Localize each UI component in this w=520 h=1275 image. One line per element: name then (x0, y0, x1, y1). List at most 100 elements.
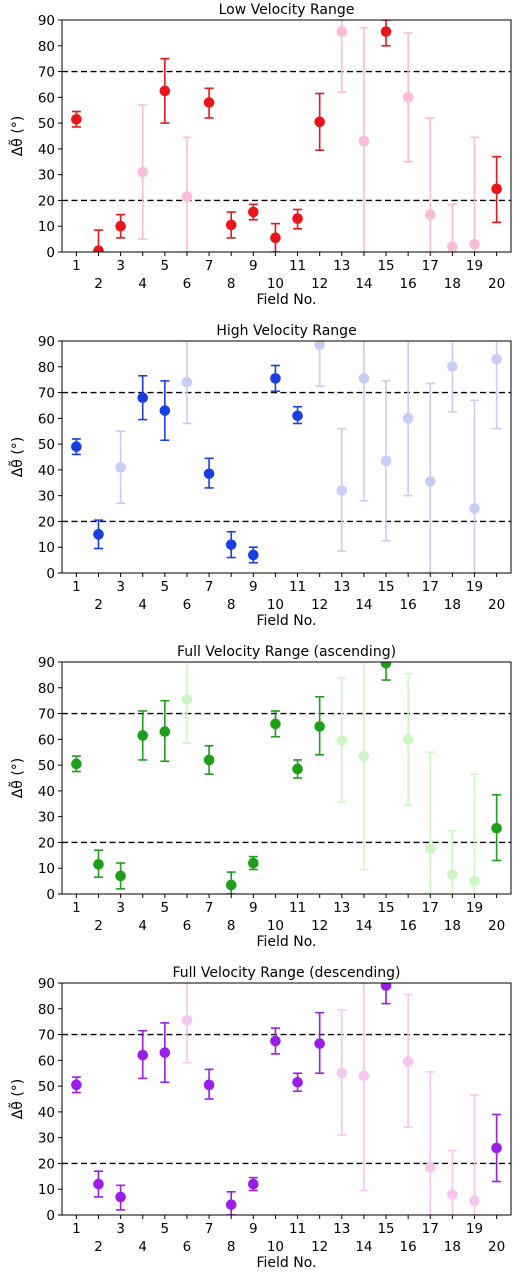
marker (203, 97, 215, 108)
y-tick-label: 80 (38, 1002, 55, 1018)
data-point-8 (225, 1191, 237, 1215)
y-tick-label: 80 (38, 360, 55, 376)
y-tick-label: 10 (38, 540, 55, 556)
data-point-13 (336, 1009, 348, 1136)
y-tick-label: 70 (38, 386, 55, 402)
x-tick-label: 15 (377, 900, 394, 916)
data-point-17 (424, 751, 436, 894)
x-tick-label: 6 (183, 597, 192, 613)
data-points (71, 983, 502, 1215)
marker (248, 1178, 259, 1190)
marker (402, 413, 414, 424)
data-point-9 (248, 855, 259, 871)
x-tick-label: 9 (249, 1221, 258, 1237)
x-tick-label: 15 (377, 579, 394, 595)
x-tick-label: 18 (444, 276, 461, 292)
y-tick-label: 40 (38, 1105, 55, 1121)
data-point-16 (402, 32, 414, 163)
x-tick-label: 10 (267, 597, 284, 613)
marker (181, 376, 193, 388)
x-tick-label: 11 (289, 900, 306, 916)
y-tick-label: 80 (38, 681, 55, 697)
marker (314, 341, 325, 351)
data-point-12 (314, 1011, 325, 1075)
data-point-6 (181, 136, 193, 252)
marker (380, 983, 392, 991)
x-tick-label: 19 (466, 1221, 483, 1237)
y-tick-label: 40 (38, 142, 55, 158)
marker (203, 754, 215, 766)
marker (358, 750, 370, 762)
y-tick-label: 50 (38, 437, 55, 453)
y-tick-label: 0 (46, 245, 55, 261)
y-tick-label: 60 (38, 732, 55, 748)
marker (248, 857, 259, 869)
x-axis-label: Field No. (256, 292, 316, 308)
x-tick-label: 17 (422, 579, 439, 595)
data-point-19 (469, 399, 480, 573)
y-tick-label: 40 (38, 463, 55, 479)
x-tick-label: 5 (161, 1221, 170, 1237)
marker (314, 1038, 325, 1049)
x-tick-label: 17 (422, 258, 439, 274)
data-point-1 (71, 438, 82, 456)
data-point-4 (137, 374, 149, 421)
y-axis-label: Δθ̃ (°) (8, 1079, 26, 1120)
data-point-18 (447, 341, 458, 413)
marker (314, 116, 325, 128)
chart-title: Full Velocity Range (descending) (172, 965, 400, 981)
chart-title: Low Velocity Range (219, 2, 355, 18)
x-tick-label: 16 (400, 276, 417, 292)
marker (447, 1189, 458, 1200)
x-tick-label: 8 (227, 597, 236, 613)
data-point-17 (424, 117, 436, 252)
y-tick-label: 60 (38, 1053, 55, 1069)
data-point-11 (292, 759, 303, 779)
x-tick-label: 18 (444, 918, 461, 934)
data-point-13 (336, 20, 348, 93)
y-tick-label: 10 (38, 1182, 55, 1198)
y-tick-label: 60 (38, 90, 55, 106)
marker (402, 734, 414, 745)
plot-frame (61, 661, 512, 895)
marker (248, 206, 259, 218)
x-tick-label: 16 (400, 1239, 417, 1255)
x-axis-label: Field No. (256, 934, 316, 950)
panel-3: Full Velocity Range (ascending) 0 10 20 30 40… (8, 644, 512, 950)
data-point-7 (203, 744, 215, 775)
marker (380, 455, 392, 467)
panel-1: Low Velocity Range0102030405060708090123… (8, 2, 512, 308)
data-point-11 (292, 208, 303, 230)
marker (491, 183, 502, 195)
data-point-10 (270, 1027, 281, 1055)
x-tick-label: 19 (466, 579, 483, 595)
marker (314, 721, 325, 732)
x-tick-label: 2 (94, 1239, 103, 1255)
marker (447, 361, 458, 373)
marker (491, 1142, 502, 1154)
data-point-5 (159, 380, 171, 442)
data-point-16 (402, 341, 414, 497)
data-point-5 (159, 699, 171, 763)
y-tick-label: 70 (38, 1028, 55, 1044)
chart-title: High Velocity Range (216, 323, 356, 339)
x-tick-label: 17 (422, 900, 439, 916)
data-point-10 (270, 710, 281, 738)
x-tick-label: 20 (488, 276, 505, 292)
x-tick-label: 13 (333, 900, 350, 916)
x-tick-label: 20 (488, 597, 505, 613)
marker (159, 1047, 171, 1058)
marker (447, 241, 458, 252)
marker (93, 859, 104, 870)
data-point-19 (469, 773, 480, 894)
marker (115, 462, 126, 473)
data-point-18 (447, 1149, 458, 1215)
x-tick-label: 20 (488, 1239, 505, 1255)
y-tick-label: 20 (38, 193, 55, 209)
data-point-2 (93, 1170, 104, 1198)
marker (225, 1199, 237, 1210)
x-tick-label: 19 (466, 900, 483, 916)
x-tick-label: 1 (72, 900, 81, 916)
data-point-9 (248, 203, 259, 221)
marker (380, 26, 392, 37)
